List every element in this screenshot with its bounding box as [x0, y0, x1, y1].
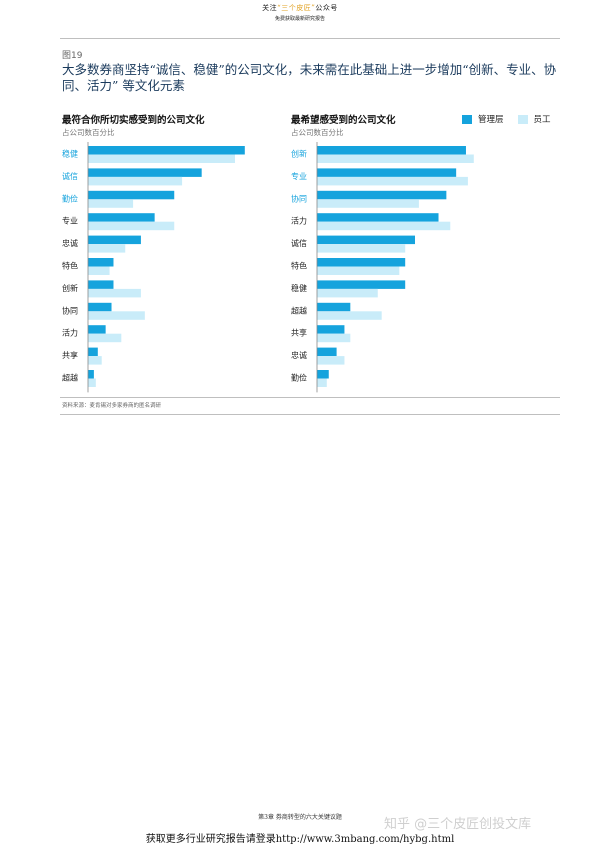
right-bar-employee [317, 154, 474, 163]
right-bar-manager [317, 213, 439, 222]
left-category-label: 专业 [62, 216, 78, 226]
left-bar-manager [88, 168, 202, 177]
source-divider [60, 414, 560, 415]
legend-item-employee: 员工 [517, 113, 551, 125]
right-bar-employee [317, 333, 351, 343]
left-bar-manager [88, 347, 98, 357]
right-bar-employee [317, 244, 406, 253]
right-bar-manager [317, 302, 351, 312]
left-category-label: 创新 [62, 283, 78, 293]
left-chart-subtitle: 占公司数百分比 [62, 128, 115, 137]
left-category-label: 共享 [62, 350, 78, 360]
left-bar-manager [88, 370, 94, 379]
right-chart-subtitle: 占公司数百分比 [291, 128, 344, 137]
top-banner: 关注“三个皮匠”公众号 免费获取最新研究报告 [0, 3, 600, 22]
left-bar-employee [88, 154, 235, 163]
right-category-label: 协同 [291, 193, 307, 203]
left-category-label: 特色 [62, 261, 78, 271]
left-bar-manager [88, 280, 114, 289]
left-bar-employee [88, 199, 134, 208]
right-bar-employee [317, 199, 419, 208]
left-bar-employee [88, 221, 175, 231]
right-bar-employee [317, 356, 345, 365]
left-category-label: 协同 [62, 305, 78, 315]
banner-suffix: 公众号 [315, 4, 338, 12]
right-category-label: 超越 [291, 305, 307, 315]
right-category-label: 忠诚 [291, 350, 307, 360]
right-category-label: 勤俭 [291, 373, 307, 383]
legend-swatch-employee [517, 114, 528, 124]
right-bar-manager [317, 168, 457, 177]
chart-legend: 管理层 员工 [462, 113, 565, 125]
legend-label-manager: 管理层 [478, 115, 504, 125]
left-bar-employee [88, 244, 126, 253]
right-bar-employee [317, 288, 378, 298]
right-bar-employee [317, 221, 451, 231]
figure-title: 大多数券商坚持“诚信、稳健”的公司文化，未来需在此基础上进一步增加“创新、专业、… [62, 62, 557, 93]
left-bar-manager [88, 213, 155, 222]
left-bar-employee [88, 288, 141, 298]
right-bar-manager [317, 280, 406, 289]
left-bar-employee [88, 311, 145, 320]
top-divider [60, 38, 560, 39]
right-category-label: 稳健 [291, 283, 307, 293]
right-bar-employee [317, 311, 382, 320]
legend-label-employee: 员工 [533, 115, 551, 125]
right-category-label: 诚信 [291, 238, 307, 248]
legend-item-manager: 管理层 [462, 113, 504, 125]
right-bar-manager [317, 146, 466, 155]
left-category-label: 勤俭 [62, 193, 78, 203]
banner-prefix: 关注 [262, 4, 278, 12]
right-bar-manager [317, 347, 337, 357]
watermark: 知乎 @三个皮匠创投文库 [384, 817, 532, 832]
left-bar-employee [88, 176, 183, 186]
right-bar-manager [317, 235, 415, 245]
chart-bottom-rule [60, 397, 560, 398]
right-category-label: 活力 [291, 216, 307, 226]
right-bar-employee [317, 176, 468, 186]
left-bar-employee [88, 356, 102, 365]
right-bar-manager [317, 370, 329, 379]
left-bar-employee [88, 333, 122, 343]
left-category-label: 活力 [62, 328, 78, 338]
banner-highlight: “三个皮匠” [277, 4, 316, 12]
right-category-label: 专业 [291, 171, 307, 181]
left-bar-manager [88, 258, 114, 267]
left-bar-manager [88, 302, 112, 312]
left-bar-employee [88, 378, 96, 387]
left-bar-manager [88, 325, 106, 334]
right-chart-title: 最希望感受到的公司文化 [291, 115, 396, 126]
banner-line1: 关注“三个皮匠”公众号 [0, 3, 600, 13]
source-note: 资料来源：麦肯锡对多家券商的匿名调研 [62, 403, 162, 409]
right-bar-manager [317, 258, 406, 267]
figure-number: 图19 [62, 51, 83, 61]
left-bar-manager [88, 235, 141, 245]
left-bar-manager [88, 190, 175, 200]
left-category-label: 诚信 [62, 171, 78, 181]
left-category-label: 忠诚 [62, 238, 78, 248]
legend-swatch-manager [462, 114, 472, 124]
footer-link[interactable]: 获取更多行业研究报告请登录http://www.3mbang.com/hybg.… [145, 834, 455, 845]
left-bar-employee [88, 266, 110, 275]
right-bar-employee [317, 266, 400, 275]
footer-chapter: 第3章 券商转型的六大关键议题 [258, 814, 342, 821]
left-bar-manager [88, 146, 245, 155]
right-category-label: 特色 [291, 261, 307, 271]
left-category-label: 超越 [62, 373, 78, 383]
left-category-label: 稳健 [62, 149, 78, 159]
right-category-label: 创新 [291, 149, 307, 159]
right-category-label: 共享 [291, 328, 307, 338]
left-chart-title: 最符合你所切实感受到的公司文化 [62, 115, 205, 126]
right-bar-manager [317, 325, 345, 334]
right-bar-employee [317, 378, 327, 387]
banner-line2: 免费获取最新研究报告 [274, 16, 325, 22]
right-bar-manager [317, 190, 447, 200]
